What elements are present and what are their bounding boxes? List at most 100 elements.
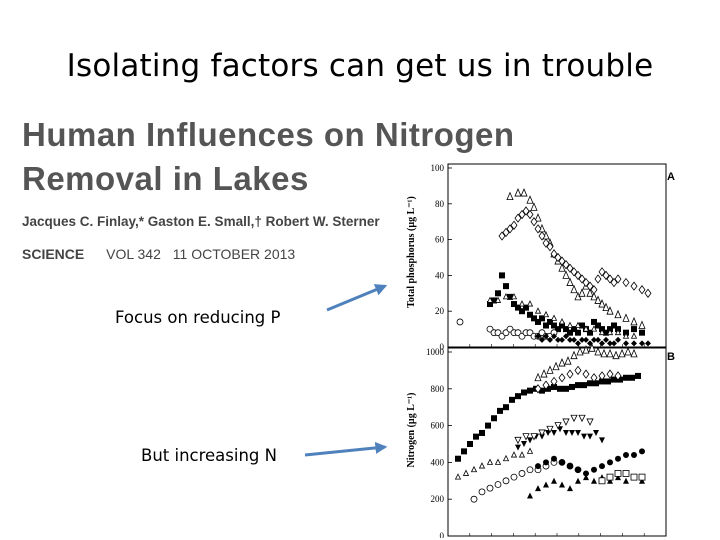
panel-b-ytick-label-0: 0 [440, 531, 445, 538]
panel-a-series-2-point-8 [519, 308, 525, 315]
panel-a-series-0-point-26 [630, 316, 638, 326]
panel-b-series-9-point-0 [598, 477, 606, 485]
panel-b-series-1-point-12 [606, 348, 614, 358]
panel-b-series-1-point-5 [564, 356, 572, 365]
panel-a-series-0-point-4 [530, 202, 538, 211]
panel-a-series-2-point-31 [611, 322, 617, 329]
panel-b-series-3-point-2 [527, 437, 533, 444]
panel-a-series-1-point-27 [606, 274, 614, 284]
panel-a-series-1-point-0 [498, 231, 506, 241]
panel-a-ylabel: Total phosphorus (µg L⁻¹) [406, 196, 417, 308]
panel-a-series-1-point-19 [574, 270, 582, 281]
panel-a-series-2-point-29 [603, 329, 609, 336]
panel-a-series-2-point-14 [543, 322, 549, 329]
panel-b-series-2-point-9 [606, 369, 614, 379]
panel-a-series-0-point-18 [586, 288, 594, 297]
panel-b-series-0-point-3 [473, 433, 479, 440]
panel-a-series-5-point-19 [611, 340, 617, 347]
panel-b-series-0-point-6 [491, 415, 497, 422]
panel-b-series-2-point-5 [574, 365, 582, 376]
panel-a-series-1-point-16 [562, 259, 570, 270]
panel-b-series-0-point-25 [605, 378, 611, 385]
panel-a-series-5-point-24 [645, 340, 651, 347]
panel-b-series-0-point-22 [587, 380, 593, 387]
panel-a-series-0-point-5 [534, 213, 542, 222]
panel-b-series-1-point-1 [540, 369, 548, 378]
panel-a-ytick-label-3: 60 [435, 235, 445, 245]
panel-b-series-0-point-26 [611, 376, 617, 383]
panel-b-series-7-point-4 [567, 463, 573, 470]
panel-a-series-4-point-0 [456, 318, 464, 326]
panel-b-series-0-point-28 [623, 374, 629, 381]
panel-b-series-4-point-7 [570, 414, 578, 423]
journal-volume: VOL 342 [106, 246, 161, 262]
panel-a-series-0-point-20 [594, 295, 602, 304]
panel-a-series-2-point-0 [487, 301, 493, 308]
panel-b-series-1-point-2 [546, 365, 554, 374]
panel-b-series-2-point-7 [590, 373, 598, 383]
panel-a-series-2-point-21 [571, 326, 577, 333]
panel-a-series-5-point-17 [603, 336, 609, 343]
panel-b-series-5-point-9 [526, 447, 534, 454]
panel-b-series-0-point-21 [581, 382, 587, 389]
panel-b-series-9-point-2 [614, 470, 622, 477]
panel-a-series-5-point-21 [623, 340, 629, 347]
panel-a-series-2-point-10 [527, 311, 533, 318]
panel-b-series-3-point-14 [599, 437, 605, 444]
panel-a-series-1-point-3 [510, 220, 518, 230]
panel-b-series-0-point-19 [569, 383, 575, 390]
panel-b-series-4-point-9 [586, 418, 594, 426]
panel-b-series-7-point-6 [583, 470, 589, 477]
panel-a-series-1-point-22 [586, 281, 594, 291]
panel-b-series-3-point-10 [575, 429, 581, 436]
panel-b-ylabel: Nitrogen (µg L⁻¹) [406, 393, 417, 468]
panel-b-series-1-point-9 [588, 343, 596, 352]
panel-a-series-3-point-18 [630, 332, 638, 339]
panel-a-series-2-point-17 [555, 326, 561, 333]
panel-a-series-1-point-2 [506, 224, 514, 234]
panel-b-series-3-point-11 [581, 433, 587, 440]
panel-b-series-9-point-3 [622, 470, 630, 477]
panel-b-series-1-point-6 [570, 350, 578, 360]
panel-a-series-3-point-11 [574, 321, 582, 328]
panel-b-series-7-point-9 [607, 459, 613, 466]
panel-a-series-1-point-20 [578, 274, 586, 284]
panel-b-series-6-point-6 [518, 470, 526, 477]
panel-a-series-2-point-25 [587, 329, 593, 336]
panel-b-series-5-point-5 [494, 458, 502, 465]
panel-b-series-2-point-3 [558, 373, 566, 383]
panel-a-series-2-point-18 [559, 322, 565, 329]
panel-a-series-1-point-28 [610, 277, 618, 288]
panel-b-series-6-point-5 [510, 473, 518, 481]
panel-b-series-0-point-27 [617, 376, 623, 383]
panel-b-series-9-point-1 [606, 473, 614, 481]
panel-a-series-1-point-9 [534, 224, 542, 234]
panel-a-series-1-point-4 [514, 213, 522, 223]
panel-a-ytick-label-4: 80 [435, 199, 445, 209]
panel-b-series-6-point-3 [494, 481, 502, 488]
panel-b-series-7-point-12 [631, 452, 637, 459]
panel-a-series-5-point-8 [567, 336, 573, 343]
panel-a-series-5-point-4 [551, 333, 557, 340]
panel-a-series-1-point-26 [602, 270, 610, 281]
panel-a-series-3-point-8 [550, 314, 558, 321]
panel-a-series-3-point-0 [486, 296, 494, 303]
panel-b-series-6-point-0 [470, 495, 478, 503]
panel-a-series-5-point-16 [599, 340, 605, 347]
panel-a-series-2-point-9 [523, 304, 529, 311]
panel-b-series-7-point-11 [623, 452, 629, 459]
panel-b-series-0-point-18 [563, 385, 569, 392]
panel-a-series-1-point-33 [644, 288, 652, 298]
panel-b-ytick-label-4: 800 [431, 384, 445, 394]
panel-a-series-2-point-11 [531, 315, 537, 322]
label-increasing-n: But increasing N [141, 446, 277, 465]
panel-b-series-0-point-23 [593, 380, 599, 387]
panel-a-series-1-point-13 [550, 249, 558, 259]
panel-a-series-1-point-24 [594, 274, 602, 284]
panel-b-series-0-point-7 [497, 407, 503, 414]
panel-a-series-2-point-1 [491, 297, 497, 304]
panel-a-series-3-point-15 [606, 328, 614, 336]
panel-a-series-2-point-34 [631, 326, 637, 333]
panel-b-series-0-point-1 [461, 448, 467, 455]
